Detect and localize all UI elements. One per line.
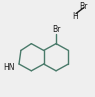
Text: Br: Br xyxy=(79,2,88,11)
Text: Br: Br xyxy=(52,25,60,34)
Text: HN: HN xyxy=(4,63,15,72)
Text: H: H xyxy=(72,12,78,21)
